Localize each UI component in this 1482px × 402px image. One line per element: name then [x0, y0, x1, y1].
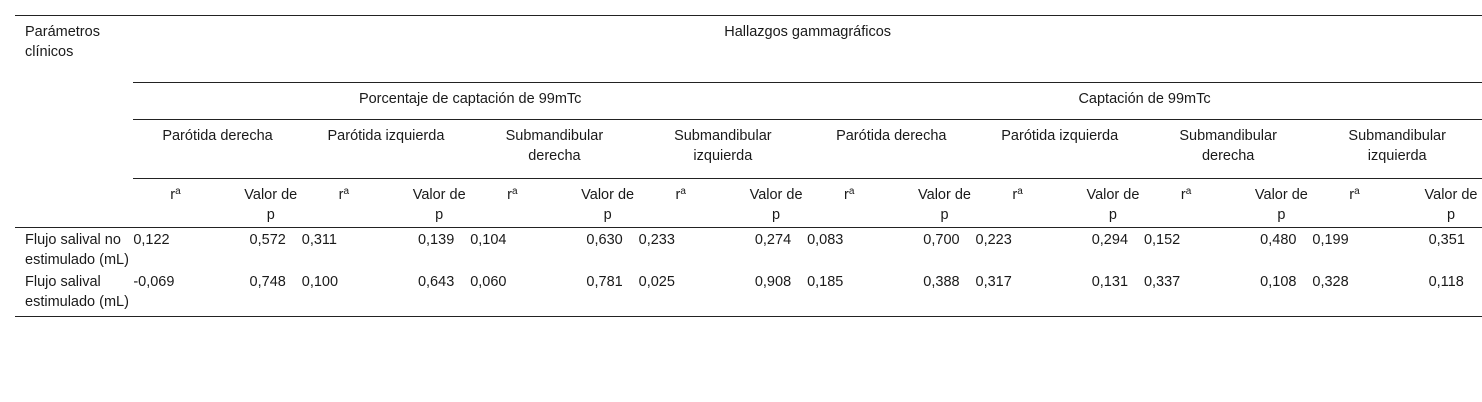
- p-value-cell: 0,274: [754, 231, 792, 248]
- r-value-cell: 0,311: [301, 231, 337, 248]
- r-value-cell: 0,104: [470, 231, 507, 248]
- r-value-cell: 0,100: [301, 269, 386, 317]
- group-header-captacion: Captación de 99mTc: [807, 82, 1482, 120]
- organ-header: Parótida derecha: [807, 119, 976, 179]
- r-value-cell: -0,069: [133, 269, 218, 317]
- row-label: Flujo salival estimulado (mL): [15, 269, 134, 317]
- r-header: ra: [1312, 178, 1397, 228]
- p-value-cell: 0,108: [1228, 269, 1313, 317]
- table-row: Flujo salival estimulado (mL) -0,069 0,748…: [15, 269, 1482, 317]
- r-value-cell: 0,337: [1143, 269, 1229, 317]
- p-value-cell: 0,118: [1396, 269, 1482, 317]
- table-row: Flujo salival no estimulado (mL) 0,122 0,5…: [15, 227, 1482, 270]
- p-value-cell: 0,700: [923, 231, 960, 248]
- p-value-cell: 0,294: [1091, 231, 1129, 248]
- p-value-cell: 0,748: [217, 269, 302, 317]
- table-body: Flujo salival no estimulado (mL) 0,122 0,5…: [15, 227, 1482, 317]
- r-value-cell: 0,060: [470, 269, 555, 317]
- p-value-header: Valor de p: [217, 178, 302, 228]
- p-value-header: Valor de p: [891, 178, 976, 228]
- p-value-header: Valor de p: [1228, 178, 1313, 228]
- organ-header: Submandibular derecha: [470, 119, 639, 179]
- main-title: Hallazgos gammagráficos: [133, 15, 1482, 83]
- organ-header: Parótida derecha: [133, 119, 302, 179]
- organ-header: Submandibular izquierda: [1312, 119, 1482, 179]
- organ-header: Submandibular derecha: [1143, 119, 1313, 179]
- p-value-cell: 0,908: [722, 269, 808, 317]
- p-value-cell: 0,351: [1428, 231, 1465, 248]
- r-header: ra: [638, 178, 723, 228]
- p-value-cell: 0,643: [385, 269, 471, 317]
- p-value-cell: 0,480: [1260, 231, 1297, 248]
- p-value-header: Valor de p: [385, 178, 471, 228]
- r-header: ra: [470, 178, 555, 228]
- r-value-cell: 0,233: [638, 231, 675, 248]
- p-value-header: Valor de p: [554, 178, 639, 228]
- r-header: ra: [1143, 178, 1229, 228]
- r-value-cell: 0,199: [1312, 231, 1349, 248]
- p-value-cell: 0,630: [586, 231, 623, 248]
- r-value-cell: 0,122: [133, 231, 170, 248]
- p-value-cell: 0,388: [891, 269, 976, 317]
- r-value-cell: 0,025: [638, 269, 723, 317]
- p-value-cell: 0,572: [249, 231, 286, 248]
- p-value-cell: 0,781: [554, 269, 639, 317]
- p-value-header: Valor de p: [1059, 178, 1144, 228]
- results-table: Parámetros clínicos Hallazgos gammagráfi…: [15, 15, 1482, 317]
- param-header: Parámetros clínicos: [15, 15, 134, 82]
- r-value-cell: 0,317: [975, 269, 1060, 317]
- stat-header-row: ra Valor de p ra Valor de p ra Valor de p ra Va…: [15, 178, 1482, 228]
- r-value-cell: 0,083: [807, 231, 844, 248]
- r-header: ra: [133, 178, 218, 228]
- organ-header: Parótida izquierda: [975, 119, 1144, 179]
- p-value-header: Valor de p: [1396, 178, 1482, 228]
- row-label: Flujo salival no estimulado (mL): [25, 231, 129, 268]
- p-value-header: Valor de p: [722, 178, 808, 228]
- p-value-cell: 0,131: [1059, 269, 1144, 317]
- r-header: ra: [807, 178, 892, 228]
- p-value-cell: 0,139: [417, 231, 455, 248]
- r-value-cell: 0,152: [1143, 231, 1181, 248]
- r-header: ra: [975, 178, 1060, 228]
- group-header-porcentaje: Porcentaje de captación de 99mTc: [133, 82, 808, 120]
- organ-header: Parótida izquierda: [301, 119, 471, 179]
- organ-header: Submandibular izquierda: [638, 119, 808, 179]
- r-value-cell: 0,185: [807, 269, 892, 317]
- r-value-cell: 0,328: [1312, 269, 1397, 317]
- r-value-cell: 0,223: [975, 231, 1012, 248]
- r-header: ra: [301, 178, 386, 228]
